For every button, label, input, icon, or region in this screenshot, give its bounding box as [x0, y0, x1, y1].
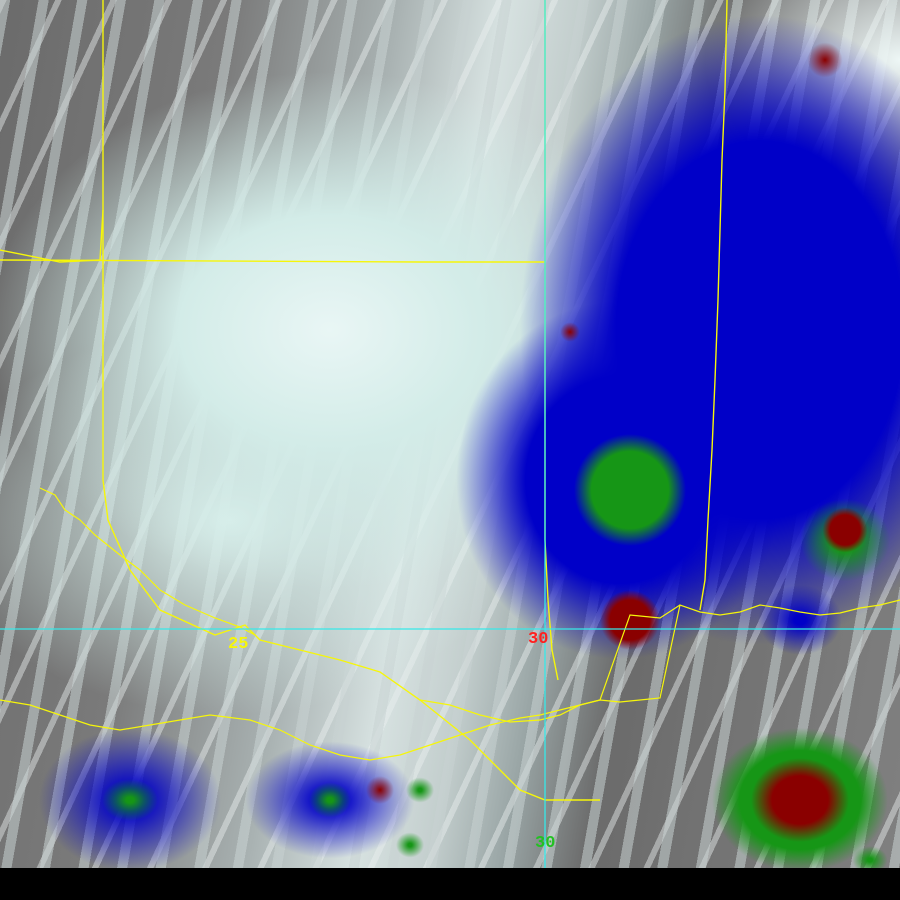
info-bar: (C) 40 30 20 10 0 -10 -20 -30 -40 -50 -6…	[0, 868, 900, 900]
crosshair-label-25-yellow: 25	[228, 635, 248, 654]
satellite-image-frame: 30 30 25 (C) 40 30 20 10 0 -10 -	[0, 0, 900, 900]
map-overlay-svg: 30 30 25	[0, 0, 900, 868]
crosshair-label-30-red: 30	[528, 630, 548, 649]
crosshair-label-30-green: 30	[535, 834, 555, 853]
